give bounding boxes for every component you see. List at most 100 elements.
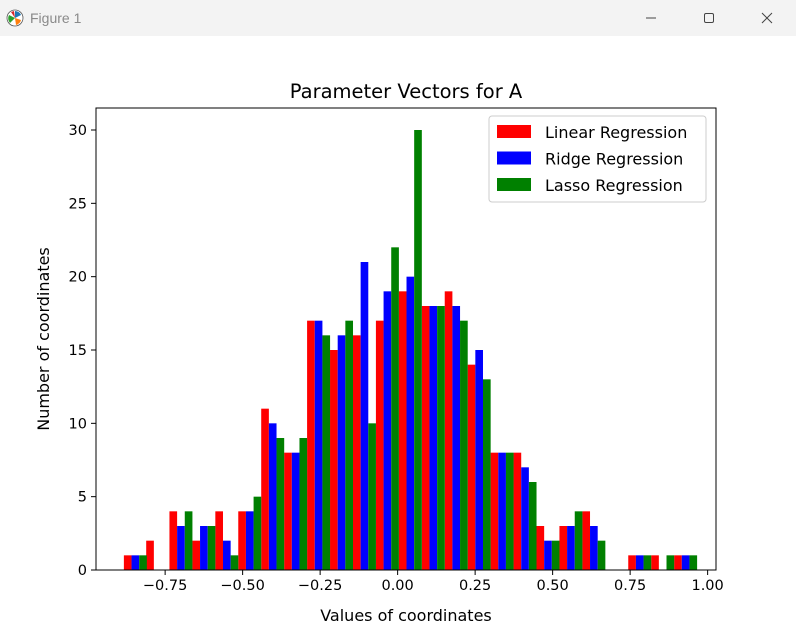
x-tick-label: 0.25 bbox=[459, 578, 491, 594]
bars-group bbox=[123, 130, 698, 570]
bar-linear-regression-3 bbox=[192, 540, 201, 570]
bar-linear-regression-7 bbox=[284, 452, 292, 570]
bar-linear-regression-20 bbox=[582, 511, 591, 570]
legend-swatch-ridge-regression bbox=[497, 151, 531, 165]
bar-lasso-regression-14 bbox=[460, 320, 468, 570]
bar-lasso-regression-13 bbox=[437, 306, 445, 570]
y-tick-label: 10 bbox=[69, 416, 87, 432]
legend: Linear Regression Ridge Regression Lasso R… bbox=[488, 115, 707, 203]
legend-label: Ridge Regression bbox=[545, 150, 683, 169]
bar-linear-regression-2 bbox=[169, 511, 178, 570]
bar-ridge-regression-5 bbox=[245, 511, 254, 570]
bar-linear-regression-17 bbox=[513, 452, 522, 570]
y-axis: 0 5 10 15 20 25 30 bbox=[69, 123, 96, 579]
bar-linear-regression-16 bbox=[490, 452, 499, 570]
bar-lasso-regression-19 bbox=[574, 511, 583, 570]
x-tick-label: −0.50 bbox=[220, 578, 264, 594]
x-tick-label: 0.75 bbox=[614, 578, 646, 594]
bar-lasso-regression-5 bbox=[253, 496, 262, 570]
bar-lasso-regression-9 bbox=[345, 320, 354, 570]
bar-lasso-regression-16 bbox=[505, 452, 514, 570]
x-axis: −0.75 −0.50 −0.25 0.00 0.25 0.50 0.75 1.00 bbox=[143, 570, 724, 594]
bar-lasso-regression-3 bbox=[207, 526, 216, 570]
bar-lasso-regression-10 bbox=[368, 423, 376, 570]
bar-linear-regression-10 bbox=[352, 335, 361, 570]
x-tick-label: −0.25 bbox=[298, 578, 342, 594]
bar-ridge-regression-8 bbox=[314, 320, 323, 570]
bar-lasso-regression-22 bbox=[643, 555, 652, 570]
histogram-chart: Parameter Vectors for A −0.75 −0.50 −0.25 0… bbox=[34, 80, 724, 625]
bar-ridge-regression-24 bbox=[681, 555, 690, 570]
y-tick-label: 0 bbox=[78, 563, 87, 579]
window-titlebar: Figure 1 bbox=[0, 0, 796, 36]
bar-ridge-regression-4 bbox=[222, 540, 231, 570]
figure-canvas: Parameter Vectors for A −0.75 −0.50 −0.25 0… bbox=[0, 36, 796, 633]
y-tick-label: 30 bbox=[69, 123, 87, 139]
bar-ridge-regression-11 bbox=[383, 291, 392, 570]
bar-lasso-regression-20 bbox=[597, 540, 606, 570]
bar-linear-regression-23 bbox=[651, 555, 659, 570]
x-tick-label: 0.50 bbox=[536, 578, 568, 594]
bar-linear-regression-15 bbox=[467, 364, 476, 570]
bar-linear-regression-1 bbox=[146, 540, 154, 570]
maximize-button[interactable] bbox=[680, 0, 738, 36]
maximize-icon bbox=[704, 13, 714, 23]
bar-ridge-regression-7 bbox=[291, 452, 300, 570]
legend-swatch-lasso-regression bbox=[497, 178, 531, 191]
x-tick-label: −0.75 bbox=[143, 578, 187, 594]
bar-ridge-regression-10 bbox=[360, 262, 369, 570]
bar-linear-regression-9 bbox=[330, 350, 338, 570]
bar-linear-regression-22 bbox=[628, 555, 636, 570]
bar-ridge-regression-6 bbox=[268, 423, 277, 570]
bar-lasso-regression-23 bbox=[666, 555, 675, 570]
x-axis-label: Values of coordinates bbox=[320, 606, 492, 625]
bar-linear-regression-0 bbox=[123, 555, 132, 570]
y-tick-label: 20 bbox=[69, 270, 87, 286]
bar-ridge-regression-18 bbox=[544, 540, 552, 570]
bar-ridge-regression-22 bbox=[635, 555, 644, 570]
window-title: Figure 1 bbox=[30, 10, 82, 26]
bar-ridge-regression-9 bbox=[337, 335, 346, 570]
bar-linear-regression-8 bbox=[307, 320, 315, 570]
legend-box bbox=[488, 115, 707, 203]
bar-ridge-regression-17 bbox=[521, 467, 529, 570]
bar-lasso-regression-18 bbox=[551, 540, 560, 570]
bar-ridge-regression-16 bbox=[498, 452, 506, 570]
y-tick-label: 5 bbox=[78, 490, 87, 506]
bar-ridge-regression-12 bbox=[406, 276, 415, 570]
bar-ridge-regression-3 bbox=[200, 526, 208, 570]
bar-lasso-regression-24 bbox=[689, 555, 698, 570]
bar-lasso-regression-4 bbox=[230, 555, 239, 570]
bar-lasso-regression-15 bbox=[482, 379, 491, 570]
bar-linear-regression-11 bbox=[375, 320, 384, 570]
bar-ridge-regression-20 bbox=[590, 526, 598, 570]
bar-ridge-regression-13 bbox=[429, 306, 438, 570]
x-tick-label: 1.00 bbox=[691, 578, 723, 594]
bar-linear-regression-6 bbox=[261, 408, 269, 570]
bar-linear-regression-24 bbox=[674, 555, 682, 570]
minimize-button[interactable] bbox=[622, 0, 680, 36]
bar-lasso-regression-17 bbox=[528, 482, 537, 570]
close-button[interactable] bbox=[738, 0, 796, 36]
close-icon bbox=[761, 12, 773, 24]
bar-lasso-regression-0 bbox=[139, 555, 147, 570]
y-axis-label: Number of coordinates bbox=[34, 247, 53, 431]
bar-ridge-regression-19 bbox=[567, 526, 575, 570]
bar-lasso-regression-8 bbox=[322, 335, 331, 570]
y-tick-label: 25 bbox=[69, 196, 87, 212]
bar-lasso-regression-7 bbox=[299, 438, 308, 570]
bar-lasso-regression-2 bbox=[184, 511, 193, 570]
bar-ridge-regression-0 bbox=[131, 555, 140, 570]
bar-lasso-regression-12 bbox=[414, 130, 422, 570]
bar-linear-regression-18 bbox=[536, 526, 545, 570]
bar-linear-regression-13 bbox=[421, 306, 430, 570]
window-controls bbox=[622, 0, 796, 36]
legend-swatch-linear-regression bbox=[497, 125, 531, 138]
plot-frame bbox=[95, 107, 717, 571]
y-tick-label: 15 bbox=[69, 343, 87, 359]
bar-linear-regression-14 bbox=[444, 291, 453, 570]
bar-ridge-regression-2 bbox=[177, 526, 185, 570]
bar-linear-regression-12 bbox=[398, 291, 407, 570]
bar-linear-regression-19 bbox=[559, 526, 568, 570]
bar-ridge-regression-14 bbox=[452, 306, 461, 570]
